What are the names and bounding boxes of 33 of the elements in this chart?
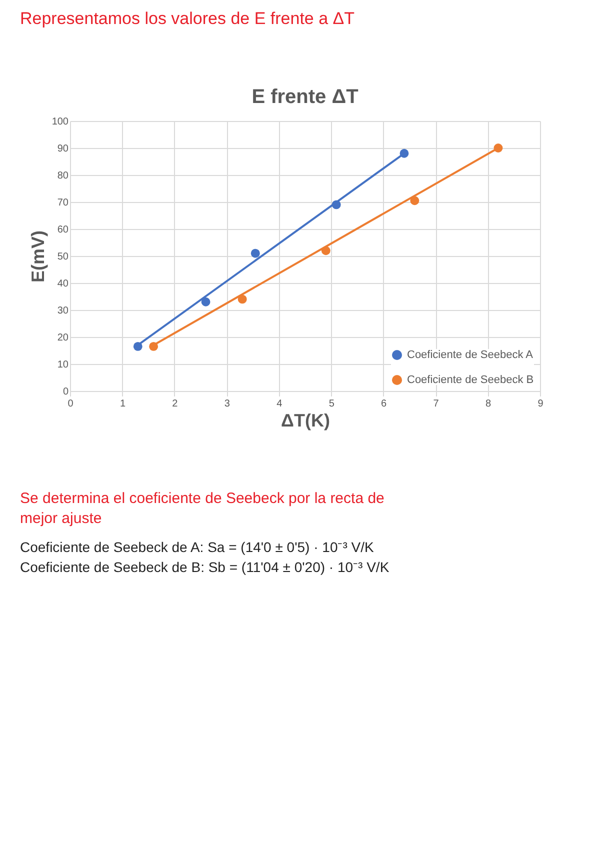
- y-tick-label: 60: [57, 224, 69, 236]
- y-axis-title: E(mV): [28, 230, 48, 283]
- x-tick-label: 2: [172, 398, 178, 410]
- point: [201, 297, 210, 306]
- x-axis-title: ΔT(K): [281, 410, 330, 430]
- x-tick-label: 3: [224, 398, 230, 410]
- text: Coeficiente de Seebeck de B: Sb = (11'04 ± 0'20) · 10⁻³ V/K: [20, 559, 390, 575]
- legend-label: Coeficiente de Seebeck A: [407, 349, 534, 361]
- y-tick-label: 90: [57, 144, 69, 154]
- y-tick-label: 50: [57, 252, 69, 262]
- x-tick-label: 5: [328, 398, 335, 410]
- y-tick-label: 80: [57, 170, 69, 182]
- y-tick-label: 100: [52, 116, 69, 128]
- text: Representamos los valores de E frente a ΔT: [20, 9, 355, 28]
- point: [250, 248, 260, 258]
- legend-label: Coeficiente de Seebeck B: [407, 374, 534, 386]
- y-tick-label: 20: [57, 332, 69, 344]
- y-tick-label: 0: [62, 386, 69, 398]
- x-tick-label: 9: [538, 398, 544, 410]
- x-tick-label: 1: [120, 398, 126, 410]
- text: Se determina el coeficiente de Seebeck por la recta de mejor ajuste: [20, 490, 384, 527]
- y-tick-label: 30: [57, 306, 69, 316]
- x-tick-label: 8: [485, 398, 492, 410]
- point: [410, 196, 420, 206]
- x-tick-label: 6: [381, 398, 388, 410]
- x-tick-label: 4: [276, 398, 283, 410]
- chart-title: E frente ΔT: [252, 86, 358, 108]
- y-tick-label: 10: [57, 360, 69, 370]
- y-tick-label: 40: [57, 278, 69, 290]
- text: Coeficiente de Seebeck de A: Sa = (14'0 ± 0'5) · 10⁻³ V/K: [20, 539, 375, 555]
- y-tick-label: 70: [57, 198, 69, 208]
- point: [238, 294, 247, 304]
- x-tick-label: 7: [433, 398, 440, 410]
